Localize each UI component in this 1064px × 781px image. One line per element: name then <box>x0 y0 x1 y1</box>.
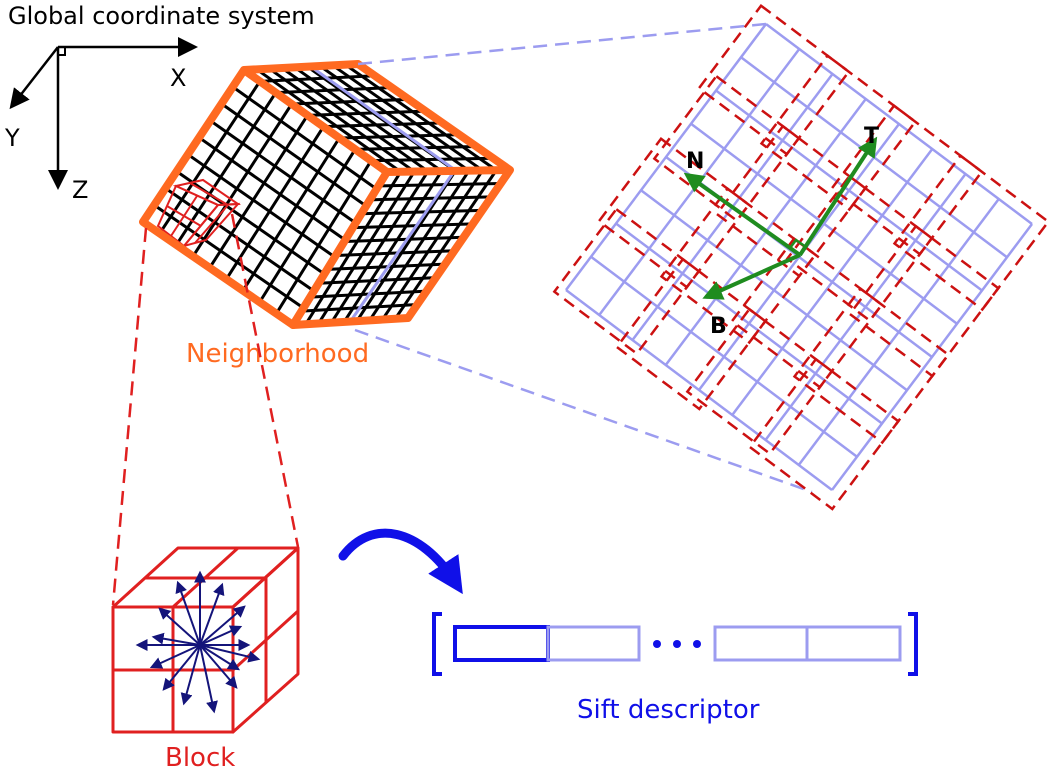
descriptor-bin-4 <box>807 627 900 660</box>
neighborhood-label: Neighborhood <box>186 339 369 369</box>
sift-descriptor: Sift descriptor <box>434 614 916 725</box>
gradient-arrow <box>200 645 258 659</box>
block-projection-left <box>113 228 146 605</box>
axis-b-label: B <box>710 314 727 339</box>
block-label: Block <box>165 743 235 773</box>
neighborhood-cube: Neighborhood <box>143 64 510 369</box>
descriptor-bin-3 <box>715 627 807 660</box>
sift-descriptor-label: Sift descriptor <box>577 695 760 725</box>
projection-line-bottom <box>355 330 812 492</box>
descriptor-bin-2 <box>548 627 639 660</box>
bracket-left <box>434 614 442 674</box>
block-cube: Block <box>113 548 298 773</box>
projection-line-top <box>358 24 766 64</box>
curved-transform-arrow <box>343 533 455 582</box>
ellipsis-dot-2 <box>673 640 681 648</box>
gradient-arrow <box>200 645 214 711</box>
axis-t-label: T <box>864 124 879 149</box>
global-title: Global coordinate system <box>8 2 315 30</box>
y-axis-arrow <box>12 47 58 106</box>
axis-z-label: Z <box>72 176 88 204</box>
rotated-local-grid: T N B <box>554 6 1048 509</box>
axis-n-label: N <box>686 149 704 174</box>
bracket-right <box>908 614 916 674</box>
t-axis-arrow <box>800 140 875 255</box>
axis-y-label: Y <box>4 124 20 152</box>
descriptor-bin-first <box>455 627 548 660</box>
ellipsis-dot-3 <box>693 640 701 648</box>
ellipsis-dot-1 <box>653 640 661 648</box>
axis-x-label: X <box>170 64 186 92</box>
gradient-arrow <box>152 645 200 667</box>
gradient-orientation-arrows <box>138 573 258 711</box>
